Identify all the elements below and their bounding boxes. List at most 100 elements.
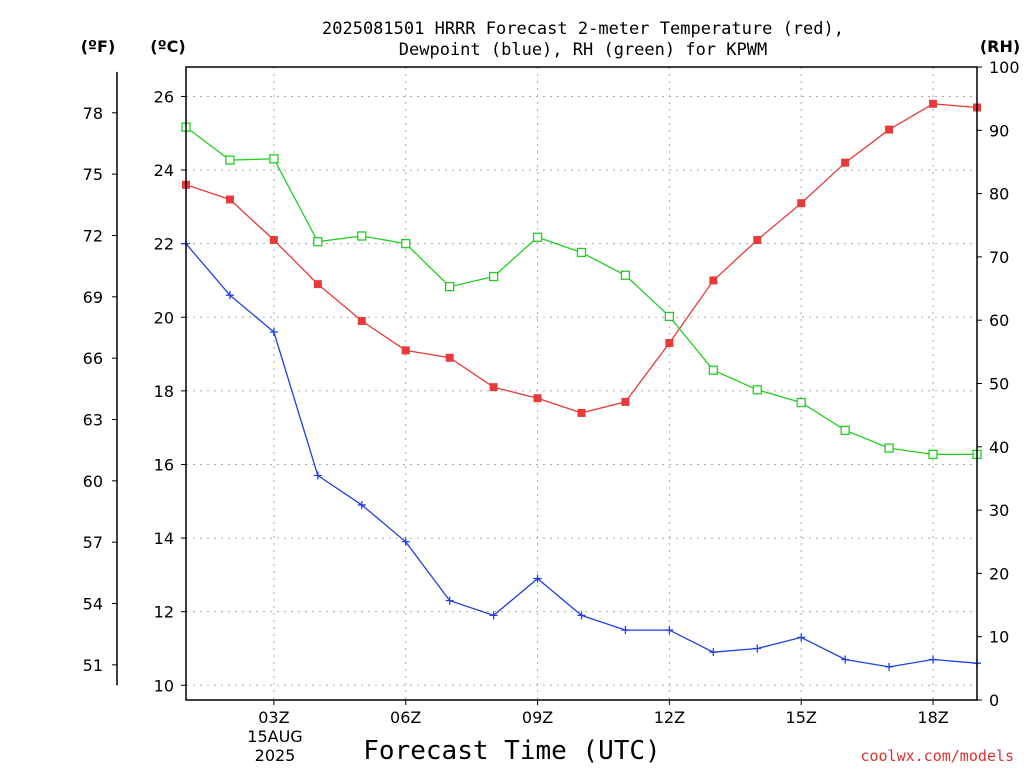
plot-frame xyxy=(185,66,978,701)
fahrenheit-tick-label: 60 xyxy=(83,472,103,491)
celsius-axis: 10 12 14 16 18 20 22 24 26 xyxy=(154,87,186,695)
fahrenheit-tick-label: 78 xyxy=(83,104,103,123)
temperature-point xyxy=(445,353,454,362)
celsius-tick-label: 20 xyxy=(154,308,174,327)
rh-point xyxy=(708,365,718,375)
x-tick-label: 06Z xyxy=(390,708,421,727)
x-axis-title: Forecast Time (UTC) xyxy=(363,736,660,766)
rh-point xyxy=(532,232,543,242)
rh-point xyxy=(752,385,762,395)
dewpoint-point xyxy=(577,611,586,620)
gridlines xyxy=(186,67,977,700)
rh-tick-label: 90 xyxy=(989,121,1009,140)
x-tick-label: 15Z xyxy=(786,708,817,727)
dewpoint-point xyxy=(225,291,234,300)
rh-point xyxy=(445,282,455,292)
temperature-point xyxy=(225,195,234,204)
dewpoint-point xyxy=(621,626,630,635)
rh-point xyxy=(269,154,279,164)
dewpoint-point xyxy=(533,574,542,583)
rh-point xyxy=(225,155,235,165)
dewpoint-point xyxy=(357,500,366,509)
rh-tick-label: 40 xyxy=(989,438,1009,457)
temperature-point xyxy=(577,408,586,417)
rh-point xyxy=(488,271,499,282)
celsius-tick-label: 18 xyxy=(154,382,174,401)
dewpoint-point xyxy=(709,648,718,657)
rh-point xyxy=(664,311,675,322)
fahrenheit-tick-label: 66 xyxy=(83,349,103,368)
fahrenheit-tick-label: 51 xyxy=(83,656,103,675)
fahrenheit-tick-label: 72 xyxy=(83,226,103,245)
rh-tick-label: 70 xyxy=(989,248,1009,267)
dewpoint-point xyxy=(489,611,498,620)
rh-tick-label: 10 xyxy=(989,628,1009,647)
temperature-point xyxy=(313,280,322,289)
chart-title-line2: Dewpoint (blue), RH (green) for KPWM xyxy=(399,40,767,60)
rh-tick-label: 60 xyxy=(989,311,1009,330)
date-label-day: 15AUG xyxy=(247,727,302,746)
celsius-tick-label: 12 xyxy=(154,603,174,622)
celsius-tick-label: 22 xyxy=(154,235,174,254)
celsius-tick-label: 16 xyxy=(154,455,174,474)
fahrenheit-unit-label: (ºF) xyxy=(81,37,116,56)
rh-unit-label: (RH) xyxy=(980,37,1020,56)
rh-point xyxy=(357,231,367,241)
temperature-point xyxy=(709,276,718,285)
temperature-line xyxy=(185,103,978,414)
x-tick-label: 18Z xyxy=(917,708,948,727)
temperature-point xyxy=(665,339,674,348)
rh-point xyxy=(401,238,411,249)
dewpoint-line xyxy=(185,243,978,668)
credit-text: coolwx.com/models xyxy=(860,747,1014,765)
dewpoint-point xyxy=(401,537,410,546)
x-axis: 03Z 06Z 09Z 12Z 15Z 18Z xyxy=(258,700,949,727)
temperature-point xyxy=(885,125,894,134)
dewpoint-point xyxy=(269,327,278,336)
temperature-point xyxy=(533,394,542,403)
dewpoint-point xyxy=(445,596,454,605)
rh-tick-label: 80 xyxy=(989,185,1009,204)
temperature-point xyxy=(929,99,938,108)
x-tick-label: 09Z xyxy=(522,708,553,727)
rh-tick-label: 50 xyxy=(989,375,1009,394)
rh-point xyxy=(796,397,806,408)
celsius-unit-label: (ºC) xyxy=(150,37,185,56)
rh-tick-label: 20 xyxy=(989,564,1009,583)
data-series xyxy=(181,99,982,671)
dewpoint-point xyxy=(797,633,806,642)
celsius-tick-label: 26 xyxy=(154,87,174,106)
rh-point xyxy=(884,443,894,453)
temperature-point xyxy=(753,235,762,244)
rh-point xyxy=(620,270,631,280)
celsius-tick-label: 10 xyxy=(154,676,174,695)
temperature-point xyxy=(401,346,410,355)
fahrenheit-tick-label: 75 xyxy=(83,165,103,184)
date-label-year: 2025 xyxy=(255,746,296,765)
dewpoint-point xyxy=(885,662,894,671)
temperature-point xyxy=(621,397,630,406)
rh-point xyxy=(313,237,323,247)
rh-axis: 0 10 20 30 40 50 60 70 80 90 100 xyxy=(977,58,1020,710)
rh-point xyxy=(928,449,938,460)
dewpoint-point xyxy=(753,644,762,653)
fahrenheit-tick-label: 57 xyxy=(83,533,103,552)
fahrenheit-tick-label: 54 xyxy=(83,594,103,613)
rh-point xyxy=(840,425,850,435)
celsius-tick-label: 24 xyxy=(154,161,174,180)
rh-tick-label: 30 xyxy=(989,501,1009,520)
chart-title-line1: 2025081501 HRRR Forecast 2-meter Tempera… xyxy=(322,19,844,39)
rh-tick-label: 0 xyxy=(989,691,999,710)
fahrenheit-tick-label: 69 xyxy=(83,288,103,307)
x-tick-label: 12Z xyxy=(654,708,685,727)
fahrenheit-axis: 51 54 57 60 63 66 69 72 75 78 xyxy=(83,71,118,686)
temperature-point xyxy=(269,235,278,244)
rh-point xyxy=(576,247,587,258)
celsius-tick-label: 14 xyxy=(154,529,174,548)
rh-tick-label: 100 xyxy=(989,58,1020,77)
temperature-point xyxy=(841,158,850,167)
temperature-point xyxy=(357,316,366,325)
temperature-point xyxy=(797,199,806,208)
dewpoint-point xyxy=(665,626,674,635)
